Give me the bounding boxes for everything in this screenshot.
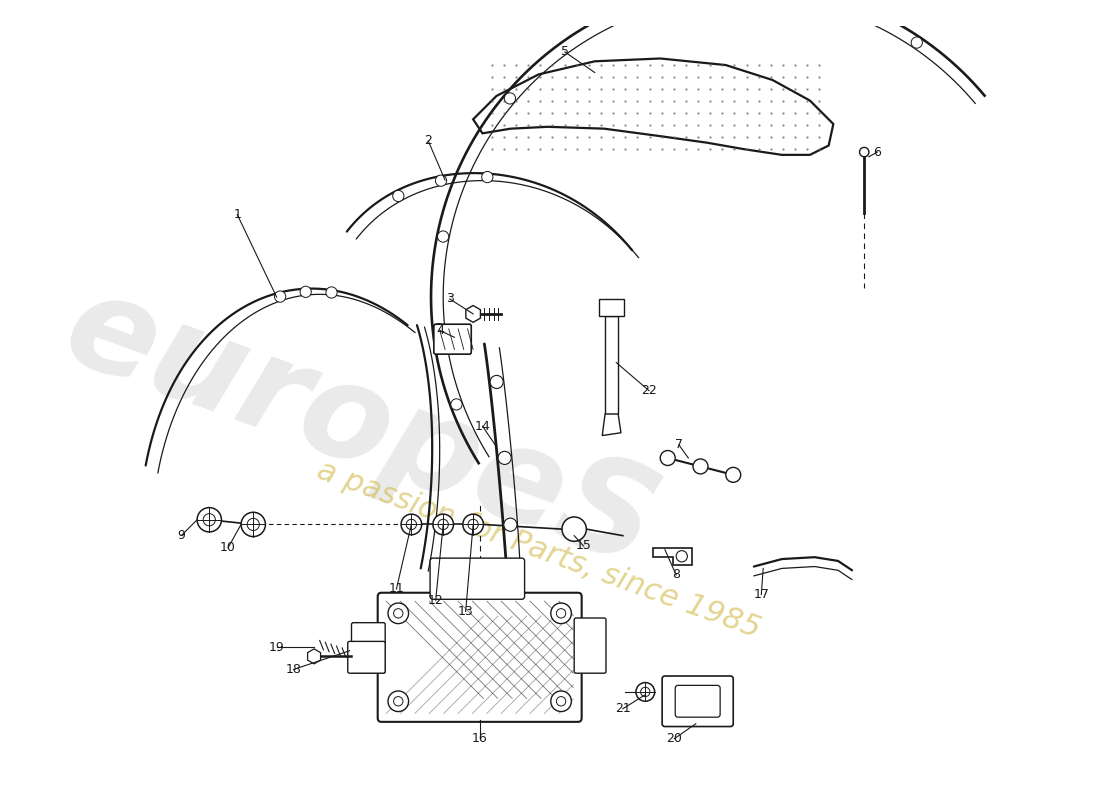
Circle shape: [726, 467, 740, 482]
FancyBboxPatch shape: [662, 676, 734, 726]
Circle shape: [660, 450, 675, 466]
Circle shape: [468, 519, 478, 530]
Circle shape: [406, 519, 417, 530]
Circle shape: [911, 37, 923, 48]
Text: 6: 6: [873, 146, 881, 158]
Text: 19: 19: [268, 641, 285, 654]
FancyBboxPatch shape: [433, 324, 471, 354]
Circle shape: [326, 287, 337, 298]
Text: 2: 2: [425, 134, 432, 147]
Circle shape: [436, 175, 447, 186]
Text: 17: 17: [754, 588, 769, 601]
Circle shape: [557, 697, 565, 706]
Circle shape: [557, 609, 565, 618]
Circle shape: [640, 687, 650, 697]
Circle shape: [451, 398, 462, 410]
Text: 4: 4: [437, 324, 444, 338]
Text: 13: 13: [458, 605, 473, 618]
Text: 22: 22: [641, 384, 657, 397]
FancyBboxPatch shape: [675, 686, 720, 717]
Text: 10: 10: [220, 542, 235, 554]
Circle shape: [667, 0, 678, 4]
FancyBboxPatch shape: [377, 593, 582, 722]
Text: a passion for Parts, since 1985: a passion for Parts, since 1985: [314, 456, 764, 644]
Circle shape: [438, 519, 449, 530]
Circle shape: [491, 375, 503, 389]
Text: 15: 15: [575, 539, 592, 553]
Circle shape: [433, 514, 453, 534]
Text: 1: 1: [233, 208, 241, 222]
Circle shape: [388, 603, 408, 624]
Circle shape: [248, 518, 260, 530]
Circle shape: [562, 517, 586, 542]
Bar: [605, 316, 618, 414]
Circle shape: [197, 507, 221, 532]
Circle shape: [551, 603, 571, 624]
Circle shape: [482, 171, 493, 182]
Circle shape: [676, 550, 688, 562]
Text: 18: 18: [286, 663, 301, 676]
Circle shape: [551, 691, 571, 711]
Circle shape: [241, 512, 265, 537]
Circle shape: [859, 147, 869, 157]
Circle shape: [300, 286, 311, 298]
Circle shape: [636, 682, 654, 702]
Circle shape: [693, 459, 708, 474]
Text: 20: 20: [667, 732, 682, 745]
Circle shape: [438, 231, 449, 242]
Polygon shape: [465, 306, 481, 322]
FancyBboxPatch shape: [574, 618, 606, 674]
Circle shape: [504, 518, 517, 531]
Circle shape: [204, 514, 216, 526]
Circle shape: [433, 323, 444, 334]
Circle shape: [402, 514, 421, 534]
Circle shape: [388, 691, 408, 711]
FancyBboxPatch shape: [352, 622, 385, 674]
Polygon shape: [473, 58, 834, 155]
Circle shape: [275, 291, 286, 302]
Circle shape: [394, 697, 403, 706]
Polygon shape: [652, 548, 692, 565]
Bar: [600, 299, 624, 316]
Text: 11: 11: [388, 582, 405, 595]
Text: 5: 5: [561, 46, 569, 58]
Text: 14: 14: [474, 420, 491, 433]
Circle shape: [394, 609, 403, 618]
Circle shape: [498, 451, 512, 465]
Polygon shape: [308, 649, 320, 664]
Polygon shape: [602, 414, 621, 435]
Text: 16: 16: [472, 732, 487, 745]
Text: 21: 21: [615, 702, 630, 715]
Text: 8: 8: [672, 569, 680, 582]
Text: 12: 12: [428, 594, 443, 606]
Circle shape: [504, 93, 516, 104]
Circle shape: [463, 514, 483, 534]
Circle shape: [820, 0, 832, 6]
Text: 9: 9: [177, 529, 185, 542]
Text: 7: 7: [675, 438, 683, 451]
Circle shape: [393, 190, 404, 202]
FancyBboxPatch shape: [430, 558, 525, 599]
FancyBboxPatch shape: [348, 642, 385, 674]
Text: 3: 3: [446, 293, 453, 306]
Text: europeS: europeS: [48, 262, 673, 594]
